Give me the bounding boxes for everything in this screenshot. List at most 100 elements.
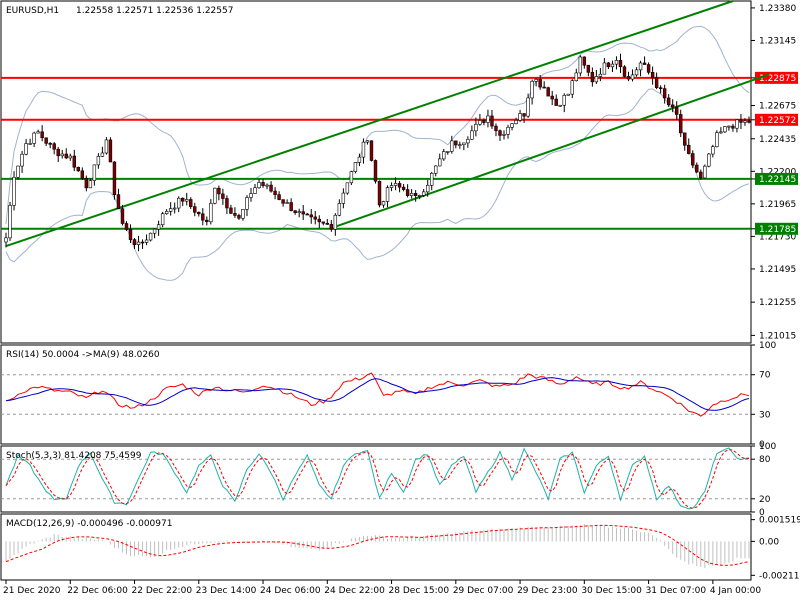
candle-body [405,189,410,196]
macd-tick-label: -0.00211 [759,571,799,581]
candle-body [8,205,12,239]
candle-body [566,93,570,96]
candle-body [409,193,414,196]
candle-body [329,224,334,230]
rsi-tick-label: 30 [759,410,771,420]
candle-body [44,137,48,144]
candle-body [691,153,695,166]
candle-body [377,180,382,206]
time-tick-label: 29 Dec 23:00 [517,586,578,596]
candle-body [626,76,631,80]
level-price-tag [755,113,798,126]
macd-header: MACD(12,26,9) -0.000496 -0.000971 [6,519,172,529]
candle-body [514,120,518,125]
candle-body [108,139,113,163]
candle-body [430,172,434,186]
stoch-signal-line [5,449,750,509]
candle-body [112,161,117,195]
candle-body [670,104,675,108]
candle-body [534,79,538,82]
candle-body [462,142,466,145]
candle-body [650,72,655,79]
candle-body [413,193,418,197]
candle-body [703,165,707,179]
candle-body [176,197,181,209]
candle-body [80,170,85,179]
candle-body [261,182,265,186]
candle-body [385,187,390,202]
candle-body [502,134,506,136]
candle-body [116,194,121,209]
candle-body [337,203,342,216]
candle-body [281,199,285,204]
candle-body [309,214,313,218]
candle-body [269,184,273,192]
time-tick-label: 29 Dec 07:00 [453,586,514,596]
candle-body [393,183,398,186]
candle-body [221,193,225,199]
stoch-tick-label: 0 [759,508,765,518]
chart-ohlc-header: 1.22558 1.22571 1.22536 1.22557 [76,6,233,16]
candle-body [76,166,81,172]
time-tick-label: 28 Dec 15:00 [389,586,450,596]
candle-body [164,211,169,214]
price-tick-label: 1.23380 [759,4,796,14]
candle-body [522,113,526,117]
candle-body [389,185,394,188]
candle-body [494,125,498,131]
price-pane: 1.23380 1.23145 1.22875 1.22675 1.22572 1.224… [0,0,798,344]
candle-body [48,143,52,145]
candle-body [40,131,44,139]
candle-body [365,140,370,143]
candle-body [658,87,663,89]
candle-body [225,198,229,209]
candle-body [582,56,587,66]
price-tick-label: 1.22675 [759,102,796,112]
candle-body [662,88,667,99]
candle-body [132,239,137,245]
candle-body [168,208,173,212]
candle-body [237,215,241,219]
chart-symbol-header: EURUSD,H1 [6,6,59,16]
candle-body [297,211,301,213]
channel-trend-line [5,0,734,248]
candle-body [606,62,611,68]
stoch-header: Stoch(5,3,3) 81.4208 75.4599 [6,451,142,461]
candle-body [526,97,530,117]
stoch-tick-label: 80 [759,455,771,465]
time-tick-label: 22 Dec 22:00 [132,586,193,596]
candle-body [602,62,607,75]
candle-body [574,72,579,82]
level-price-tag [755,172,798,185]
candle-body [674,106,679,115]
candle-body [197,211,201,215]
stoch-tick-label: 100 [759,442,776,452]
candle-body [181,197,185,202]
candle-body [498,130,502,136]
candle-body [36,131,40,134]
rsi-header: RSI(14) 50.0004 ->MA(9) 48.0260 [6,350,160,360]
price-tick-label: 1.21495 [759,265,796,275]
rsi-tick-label: 70 [759,371,771,381]
candle-body [450,140,454,152]
level-price-label: 1.21785 [759,225,796,235]
price-tick-label: 1.21730 [759,232,796,242]
candle-body [638,62,643,71]
candle-body [590,72,595,83]
candle-body [241,209,245,219]
candle-body [438,158,442,167]
candle-body [140,241,145,244]
candle-body [373,160,378,182]
candle-body [586,64,591,73]
candle-body [417,195,422,197]
candle-body [562,95,566,106]
rsi-pane: 100 70 30 0 [0,341,776,450]
candle-body [233,213,237,216]
candle-body [634,69,639,76]
candle-body [349,171,354,184]
candle-body [277,194,281,200]
candle-body [715,132,719,148]
candle-body [100,152,105,157]
candle-body [683,132,687,146]
